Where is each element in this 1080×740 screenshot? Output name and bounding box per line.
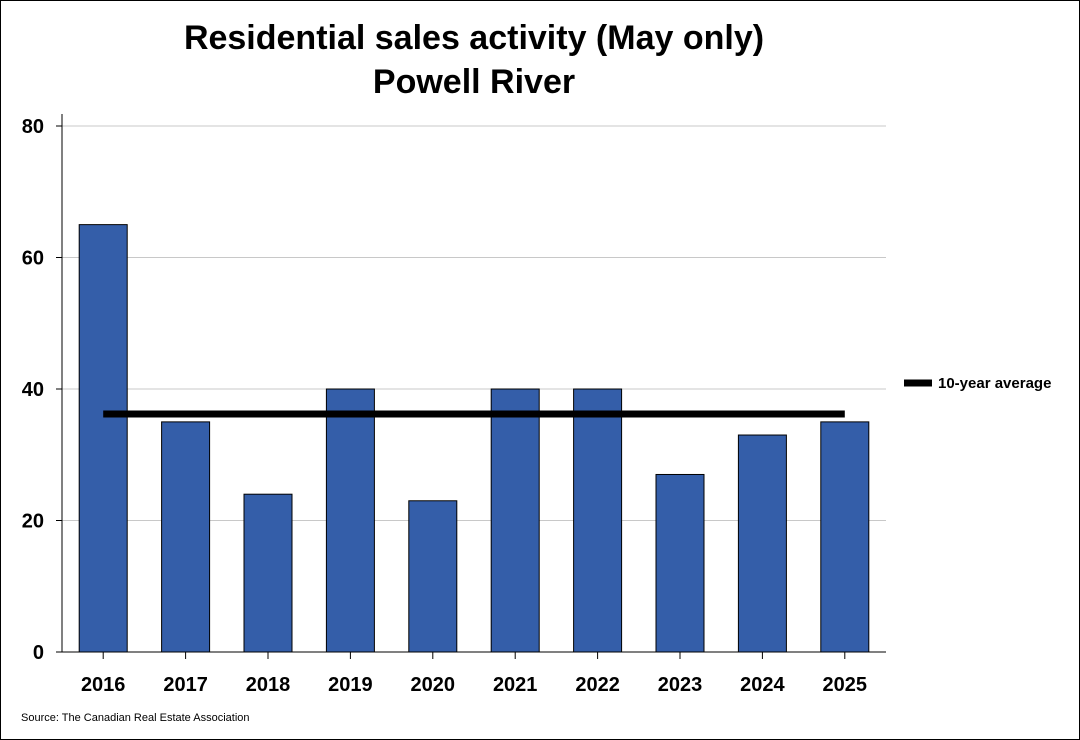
- source-note: Source: The Canadian Real Estate Associa…: [21, 712, 250, 724]
- bar: [161, 421, 211, 653]
- bar: [325, 388, 375, 653]
- bar: [408, 500, 458, 653]
- x-tick-label: 2024: [740, 674, 785, 696]
- bar: [573, 388, 623, 653]
- bar: [243, 493, 293, 653]
- bar: [78, 224, 128, 653]
- x-tick-label: 2019: [328, 674, 373, 696]
- y-tick-label: 60: [22, 248, 44, 270]
- chart-title: Residential sales activity (May only): [183, 19, 765, 57]
- x-tick-label: 2018: [246, 674, 291, 696]
- chart-title-block: Residential sales activity (May only) Po…: [0, 16, 948, 104]
- legend-label: 10-year average: [938, 375, 1051, 392]
- x-tick-label: 2017: [163, 674, 208, 696]
- x-tick-label: 2023: [658, 674, 703, 696]
- bar: [655, 473, 705, 653]
- bar: [737, 434, 787, 653]
- x-tick-label: 2022: [575, 674, 620, 696]
- y-tick-label: 0: [33, 642, 44, 664]
- y-tick-label: 20: [22, 511, 44, 533]
- bar: [820, 421, 870, 653]
- x-tick-label: 2020: [411, 674, 456, 696]
- x-tick-label: 2016: [81, 674, 126, 696]
- chart-subtitle: Powell River: [372, 63, 576, 101]
- x-tick-label: 2021: [493, 674, 538, 696]
- y-tick-label: 40: [22, 379, 44, 401]
- bar: [490, 388, 540, 653]
- y-tick-label: 80: [22, 116, 44, 138]
- x-tick-label: 2025: [823, 674, 868, 696]
